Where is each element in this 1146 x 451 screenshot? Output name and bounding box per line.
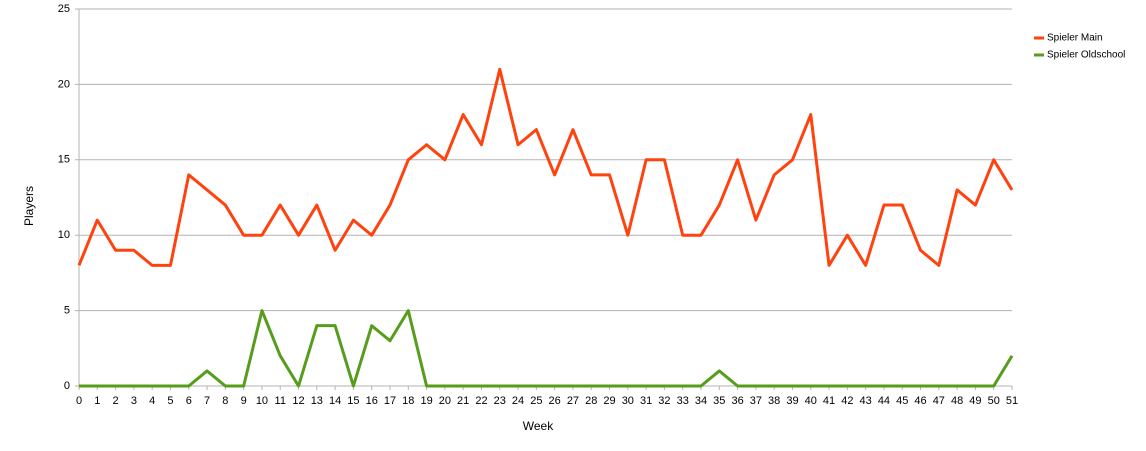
y-tick-label: 20 — [58, 78, 70, 90]
legend-label: Spieler Oldschool — [1047, 50, 1125, 61]
x-tick-label: 25 — [530, 395, 542, 407]
x-tick-label: 43 — [860, 395, 872, 407]
x-tick-label: 47 — [933, 395, 945, 407]
x-axis-title: Week — [523, 419, 554, 433]
x-tick-label: 12 — [292, 395, 304, 407]
x-tick-label: 2 — [113, 395, 119, 407]
x-tick-label: 16 — [366, 395, 378, 407]
x-tick-label: 19 — [420, 395, 432, 407]
y-tick-label: 0 — [64, 380, 70, 392]
x-tick-label: 21 — [457, 395, 469, 407]
x-tick-label: 14 — [329, 395, 341, 407]
x-tick-label: 0 — [76, 395, 82, 407]
x-tick-label: 4 — [149, 395, 155, 407]
x-tick-label: 31 — [640, 395, 652, 407]
x-tick-label: 34 — [695, 395, 707, 407]
x-tick-label: 15 — [347, 395, 359, 407]
x-tick-label: 40 — [805, 395, 817, 407]
y-tick-label: 25 — [58, 3, 70, 15]
x-tick-label: 48 — [951, 395, 963, 407]
x-tick-label: 9 — [241, 395, 247, 407]
x-tick-label: 28 — [585, 395, 597, 407]
x-tick-label: 29 — [603, 395, 615, 407]
x-tick-label: 30 — [622, 395, 634, 407]
x-tick-label: 6 — [186, 395, 192, 407]
x-tick-label: 23 — [494, 395, 506, 407]
x-tick-label: 24 — [512, 395, 524, 407]
x-tick-label: 17 — [384, 395, 396, 407]
x-tick-label: 41 — [823, 395, 835, 407]
y-axis-title: Players — [22, 186, 36, 226]
x-tick-label: 20 — [439, 395, 451, 407]
x-tick-label: 3 — [131, 395, 137, 407]
x-tick-label: 22 — [475, 395, 487, 407]
series-line — [77, 67, 1014, 267]
y-tick-label: 10 — [58, 229, 70, 241]
x-tick-label: 32 — [658, 395, 670, 407]
y-tick-label: 15 — [58, 154, 70, 166]
x-tick-label: 51 — [1006, 395, 1018, 407]
x-tick-label: 10 — [256, 395, 268, 407]
x-tick-label: 1 — [94, 395, 100, 407]
series-line — [79, 309, 1014, 388]
y-tick-label: 5 — [64, 305, 70, 317]
x-tick-label: 45 — [896, 395, 908, 407]
x-tick-label: 11 — [275, 395, 286, 407]
x-tick-label: 38 — [768, 395, 780, 407]
x-tick-label: 5 — [167, 395, 173, 407]
x-tick-label: 36 — [731, 395, 743, 407]
x-tick-label: 26 — [549, 395, 561, 407]
x-tick-label: 50 — [988, 395, 1000, 407]
x-tick-label: 35 — [713, 395, 725, 407]
x-tick-label: 18 — [402, 395, 414, 407]
x-tick-label: 46 — [914, 395, 926, 407]
legend-label: Spieler Main — [1047, 33, 1103, 44]
x-tick-label: 8 — [222, 395, 228, 407]
x-tick-label: 33 — [677, 395, 689, 407]
x-tick-label: 7 — [204, 395, 210, 407]
x-tick-label: 42 — [841, 395, 853, 407]
x-tick-label: 27 — [567, 395, 579, 407]
x-tick-label: 13 — [311, 395, 323, 407]
x-tick-label: 39 — [786, 395, 798, 407]
x-tick-label: 37 — [750, 395, 762, 407]
x-tick-label: 44 — [878, 395, 890, 407]
x-tick-label: 49 — [969, 395, 981, 407]
